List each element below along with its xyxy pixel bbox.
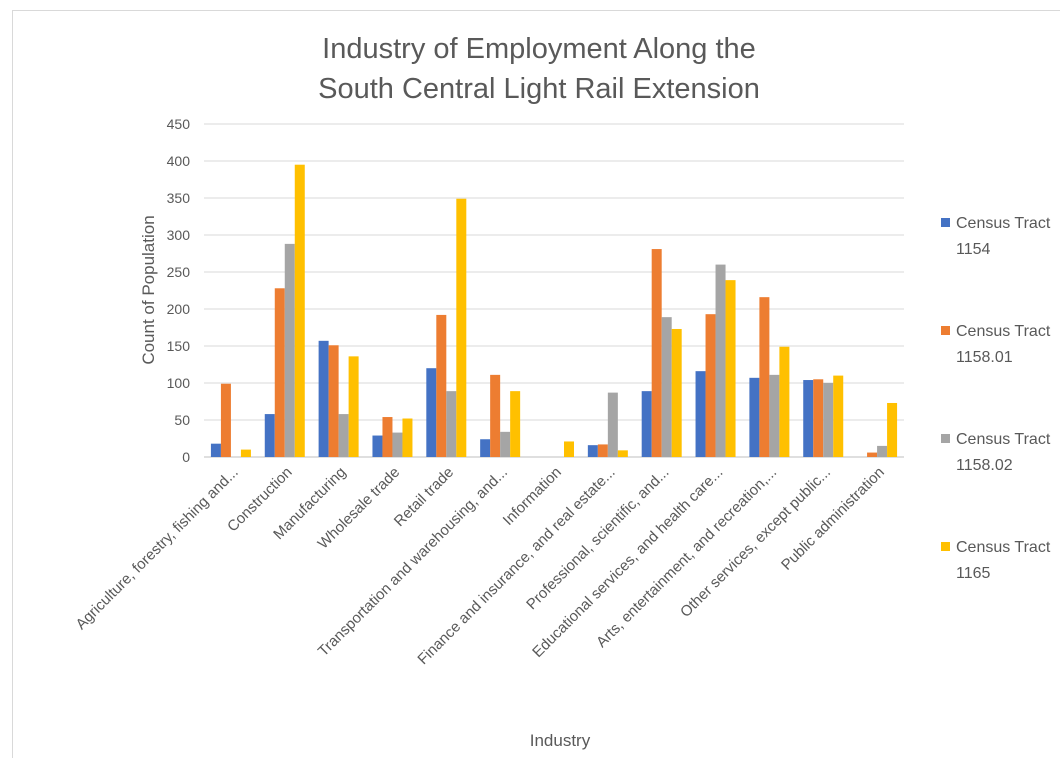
bar-4-13: [887, 402, 898, 457]
bar-3-11: [769, 374, 780, 457]
x-category-label: Public administration: [778, 464, 888, 574]
legend-label: Census Tract: [956, 215, 1051, 232]
bar-3-2: [284, 243, 295, 457]
bar-4-2: [294, 164, 305, 457]
bar-1-3: [318, 340, 329, 457]
bar-2-1: [220, 383, 231, 457]
x-category-label: Agriculture, forestry, fishing and...: [73, 464, 242, 633]
bar-3-5: [446, 391, 457, 457]
legend-swatch: [941, 542, 950, 551]
bar-2-12: [813, 379, 824, 457]
bar-2-10: [705, 314, 716, 457]
chart-title-line-2: South Central Light Rail Extension: [318, 73, 760, 105]
legend-label: Census Tract: [956, 431, 1051, 448]
bar-1-9: [641, 391, 652, 457]
legend-label: 1154: [956, 241, 991, 258]
bar-3-12: [823, 383, 834, 457]
y-tick-label: 100: [167, 375, 191, 391]
bar-1-8: [587, 445, 598, 457]
bar-2-9: [651, 249, 662, 457]
bar-1-11: [749, 377, 760, 457]
bar-4-9: [671, 328, 682, 457]
legend-item: Census Tract 1158.02: [941, 431, 1051, 474]
chart-title-line-1: Industry of Employment Along the: [322, 33, 756, 65]
legend-label: 1158.02: [956, 457, 1013, 474]
bar-1-4: [372, 435, 383, 457]
bar-2-5: [436, 314, 447, 457]
y-axis-title: Count of Population: [139, 215, 158, 364]
bar-4-5: [456, 198, 467, 458]
bar-3-3: [338, 414, 349, 457]
y-tick-label: 400: [167, 153, 191, 169]
bars: [210, 164, 898, 458]
legend-swatch: [941, 218, 950, 227]
bar-1-5: [426, 368, 437, 457]
bar-3-4: [392, 432, 403, 457]
bar-1-10: [695, 371, 706, 457]
legend-item: Census Tract 1165: [941, 539, 1051, 582]
bar-3-10: [715, 264, 726, 457]
legend-label: Census Tract: [956, 539, 1051, 556]
x-axis-categories: Agriculture, forestry, fishing and...Con…: [73, 464, 888, 668]
y-tick-label: 150: [167, 338, 191, 354]
legend-item: Census Tract 1158.01: [941, 323, 1051, 366]
bar-2-4: [382, 417, 393, 457]
bar-3-6: [500, 431, 511, 457]
bar-4-10: [725, 280, 736, 457]
bar-3-8: [607, 392, 618, 457]
bar-1-1: [210, 443, 221, 457]
bar-2-8: [597, 444, 608, 457]
legend-swatch: [941, 434, 950, 443]
bar-4-11: [779, 346, 790, 457]
bar-4-1: [240, 449, 251, 457]
gridlines: [204, 123, 904, 458]
y-tick-label: 200: [167, 301, 191, 317]
legend-swatch: [941, 326, 950, 335]
bar-4-8: [617, 450, 628, 457]
bar-3-9: [661, 317, 672, 457]
x-category-label: Finance and insurance, and real estate..…: [414, 464, 618, 668]
bar-2-6: [490, 374, 501, 457]
y-tick-label: 250: [167, 264, 191, 280]
legend-item: Census Tract 1154: [941, 215, 1051, 258]
bar-1-6: [480, 439, 491, 457]
bar-1-12: [803, 380, 814, 457]
bar-4-4: [402, 418, 413, 457]
bar-4-7: [564, 441, 574, 457]
y-tick-label: 350: [167, 190, 191, 206]
bar-3-13: [877, 445, 888, 457]
y-tick-label: 0: [182, 449, 190, 465]
bar-4-12: [833, 375, 844, 457]
legend-label: Census Tract: [956, 323, 1051, 340]
legend-label: 1165: [956, 565, 991, 582]
bar-2-13: [867, 452, 878, 457]
legend-label: 1158.01: [956, 349, 1013, 366]
bar-4-6: [510, 391, 521, 457]
x-category-label: Educational services, and health care...: [529, 464, 726, 661]
y-tick-label: 50: [174, 412, 190, 428]
y-tick-label: 300: [167, 227, 191, 243]
x-axis-title: Industry: [530, 731, 591, 750]
y-tick-label: 450: [167, 116, 191, 132]
x-category-label: Transportation and warehousing, and...: [315, 464, 511, 660]
bar-2-11: [759, 297, 770, 457]
bar-2-3: [328, 345, 339, 457]
bar-4-3: [348, 356, 359, 457]
bar-1-2: [264, 414, 275, 457]
bar-2-2: [274, 288, 285, 457]
y-axis-ticks: 0 50 100 150 200 250 300 350 400 450: [167, 116, 191, 465]
chart-frame: [12, 10, 1060, 758]
